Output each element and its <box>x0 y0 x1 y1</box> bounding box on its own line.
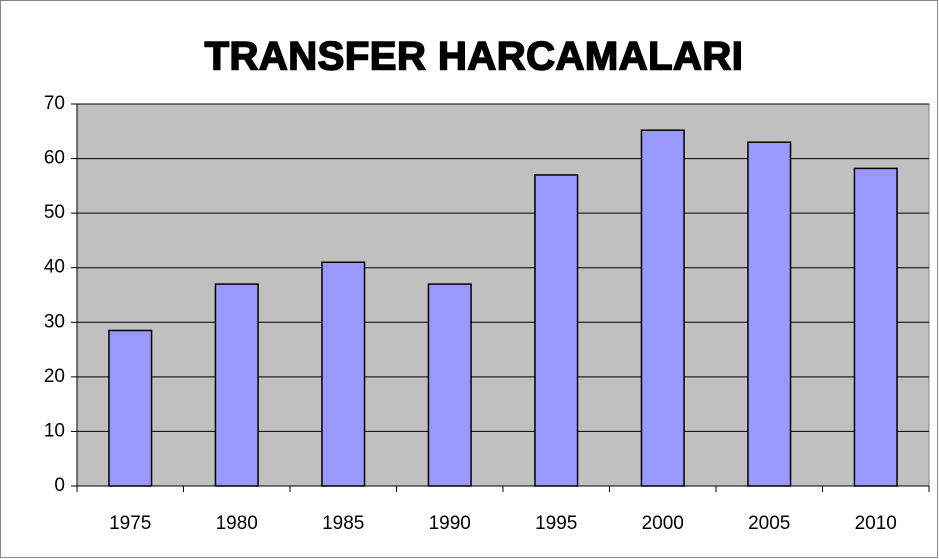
bar <box>853 167 898 487</box>
bar <box>214 283 259 487</box>
chart-title: TRANSFER HARCAMALARI <box>205 35 744 79</box>
bar <box>747 141 792 487</box>
bar <box>534 174 579 487</box>
y-tick-label: 60 <box>44 148 65 169</box>
x-tick-label: 1990 <box>429 513 471 534</box>
x-tick-label: 1985 <box>322 513 364 534</box>
x-tick-label: 2000 <box>642 513 684 534</box>
bar <box>108 329 153 487</box>
y-tick-label: 70 <box>44 93 65 114</box>
bar <box>427 283 472 487</box>
x-tick-label: 1975 <box>109 513 151 534</box>
y-tick-label: 10 <box>44 420 65 441</box>
y-tick-label: 0 <box>54 475 65 496</box>
bar <box>321 261 366 487</box>
x-tick-label: 2005 <box>748 513 790 534</box>
x-tick-label: 1980 <box>216 513 258 534</box>
y-tick-label: 20 <box>44 366 65 387</box>
bar <box>640 129 685 487</box>
x-tick-label: 1995 <box>535 513 577 534</box>
plot-area <box>76 103 930 487</box>
y-tick-label: 30 <box>44 311 65 332</box>
y-tick-label: 50 <box>44 202 65 223</box>
y-tick-label: 40 <box>44 257 65 278</box>
x-tick-label: 2010 <box>855 513 897 534</box>
